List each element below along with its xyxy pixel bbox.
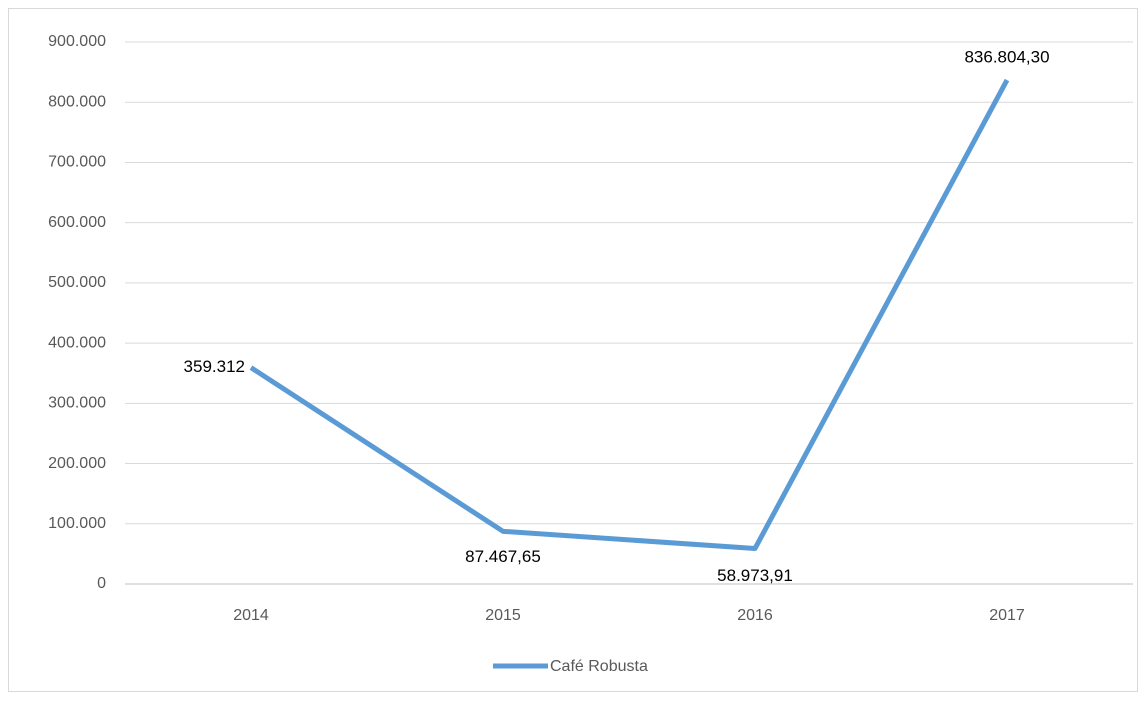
y-tick-label: 700.000 xyxy=(48,154,106,171)
data-label: 87.467,65 xyxy=(465,547,541,566)
y-tick-label: 500.000 xyxy=(48,274,106,291)
x-tick-label: 2015 xyxy=(485,607,521,624)
data-label: 359.312 xyxy=(184,357,245,376)
y-tick-label: 900.000 xyxy=(48,33,106,50)
y-tick-label: 300.000 xyxy=(48,395,106,412)
y-tick-label: 200.000 xyxy=(48,455,106,472)
data-label: 58.973,91 xyxy=(717,566,793,585)
legend-label: Café Robusta xyxy=(550,658,648,675)
y-tick-label: 600.000 xyxy=(48,214,106,231)
y-tick-label: 400.000 xyxy=(48,334,106,351)
y-tick-label: 0 xyxy=(97,575,106,592)
data-label: 836.804,30 xyxy=(964,48,1049,67)
x-tick-label: 2016 xyxy=(737,607,773,624)
x-tick-label: 2014 xyxy=(233,607,269,624)
y-tick-label: 100.000 xyxy=(48,515,106,532)
data-line xyxy=(249,78,1010,551)
y-tick-label: 800.000 xyxy=(48,93,106,110)
x-tick-label: 2017 xyxy=(989,607,1025,624)
chart-border xyxy=(8,8,1138,692)
